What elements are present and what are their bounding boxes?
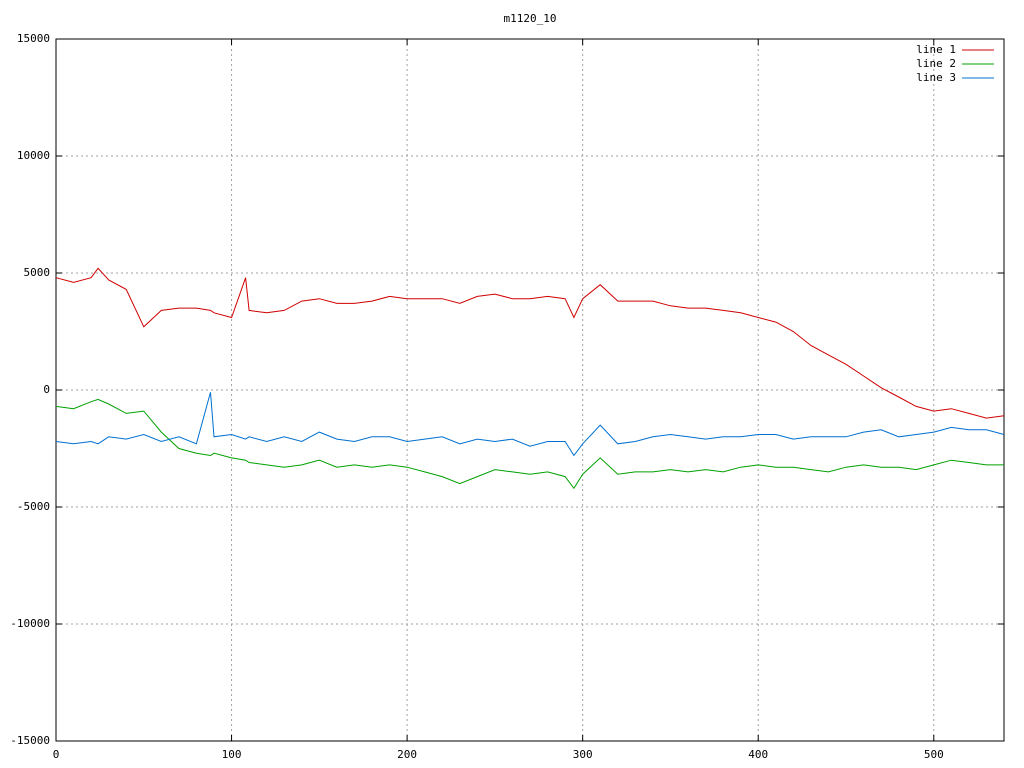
x-tick-label: 400 [748,748,768,761]
legend-label: line 1 [916,43,956,56]
x-tick-label: 500 [924,748,944,761]
legend-label: line 2 [916,57,956,70]
legend-label: line 3 [916,71,956,84]
y-tick-label: -5000 [17,500,50,513]
y-tick-label: 0 [43,383,50,396]
data-line [55,392,1005,457]
x-tick-label: 100 [222,748,242,761]
y-tick-label: -15000 [10,734,50,747]
y-tick-label: -10000 [10,617,50,630]
x-tick-label: 200 [397,748,417,761]
y-tick-label: 10000 [17,149,50,162]
chart-title: m1120_10 [504,12,557,25]
x-tick-label: 0 [53,748,60,761]
x-tick-label: 300 [573,748,593,761]
data-line [55,398,1004,490]
y-tick-label: 5000 [24,266,51,279]
data-line [55,267,1005,419]
y-tick-label: 15000 [17,32,50,45]
plot-frame [55,38,1005,742]
